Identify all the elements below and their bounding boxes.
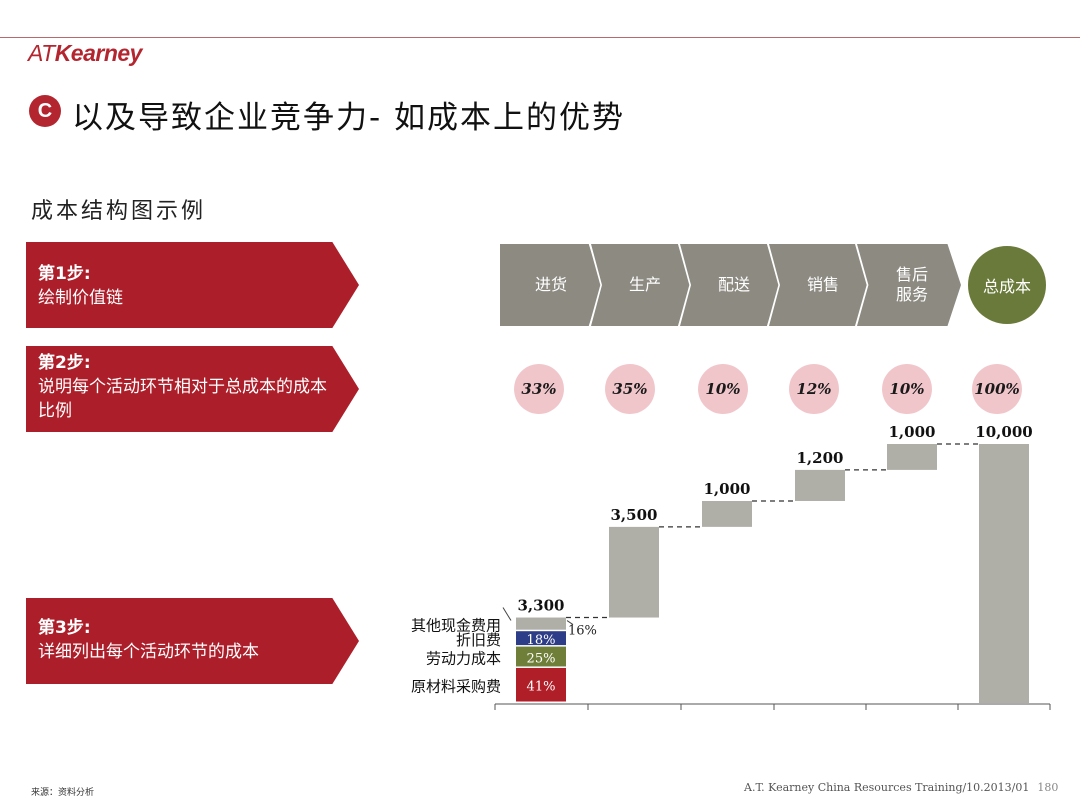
step-1-desc: 绘制价值链 xyxy=(38,288,123,308)
step-2-banner: 第2步: 说明每个活动环节相对于总成本的成本比例 xyxy=(26,346,359,432)
pct-circle-purchasing: 33% xyxy=(514,364,564,414)
waterfall-value-label-4: 1,000 xyxy=(889,423,936,441)
waterfall-value-label-5: 10,000 xyxy=(975,423,1032,441)
footer: A.T. Kearney China Resources Training/10… xyxy=(744,781,1058,794)
breakdown-pct-label-3: 16% xyxy=(568,623,597,638)
pct-circle-distribution: 10% xyxy=(698,364,748,414)
breakdown-category-label-1: 劳动力成本 xyxy=(426,649,501,667)
value-chain-step-purchasing: 进货 xyxy=(500,244,602,326)
source-note: 来源：资料分析 xyxy=(31,788,95,798)
breakdown-pct-label-0: 41% xyxy=(527,679,556,694)
waterfall-bar-5 xyxy=(979,444,1029,703)
waterfall-bar-4 xyxy=(887,444,937,470)
waterfall-bar-2 xyxy=(702,500,752,527)
breakdown-segment-3 xyxy=(516,617,566,630)
breakdown-category-label-2: 折旧费 xyxy=(456,631,501,649)
waterfall-bar-3 xyxy=(795,469,845,501)
value-chain-step-production: 生产 xyxy=(591,244,691,326)
breakdown-pct-leader xyxy=(566,620,574,625)
breakdown-category-label-0: 原材料采购费 xyxy=(411,677,501,695)
breakdown-segment-1 xyxy=(516,646,566,667)
pct-circle-sales: 12% xyxy=(789,364,839,414)
header-divider xyxy=(0,37,1080,38)
breakdown-category-label-3: 其他现金费用 xyxy=(411,616,501,634)
step-1-title: 第1步: xyxy=(38,264,91,284)
waterfall-bar-1 xyxy=(609,526,659,618)
section-badge: C xyxy=(29,95,61,127)
step-2-title: 第2步: xyxy=(38,353,91,373)
waterfall-value-label-0: 3,300 xyxy=(518,597,565,615)
value-chain-step-after-sales: 售后 服务 xyxy=(857,244,961,326)
pct-circle-total: 100% xyxy=(972,364,1022,414)
company-logo: ATKearney xyxy=(28,40,142,66)
step-3-title: 第3步: xyxy=(38,618,91,638)
value-chain-step-sales: 销售 xyxy=(769,244,869,326)
step-2-desc: 说明每个活动环节相对于总成本的成本比例 xyxy=(38,377,327,421)
pct-circle-production: 35% xyxy=(605,364,655,414)
footer-text: A.T. Kearney China Resources Training/10… xyxy=(744,781,1030,794)
page-title: 以及导致企业竞争力- 如成本上的优势 xyxy=(72,100,626,136)
page-number: 180 xyxy=(1037,781,1059,794)
breakdown-pct-label-1: 25% xyxy=(527,651,556,666)
waterfall-value-label-3: 1,200 xyxy=(797,449,844,467)
breakdown-pct-label-2: 18% xyxy=(527,633,556,648)
step-3-banner: 第3步: 详细列出每个活动环节的成本 xyxy=(26,598,359,684)
waterfall-value-label-1: 3,500 xyxy=(611,506,658,524)
waterfall-value-label-2: 1,000 xyxy=(704,480,751,498)
breakdown-segment-0 xyxy=(516,667,566,702)
pct-circle-after-sales: 10% xyxy=(882,364,932,414)
value-chain-step-distribution: 配送 xyxy=(680,244,780,326)
step-3-desc: 详细列出每个活动环节的成本 xyxy=(38,642,259,662)
step-1-banner: 第1步: 绘制价值链 xyxy=(26,242,359,328)
total-cost-circle: 总成本 xyxy=(968,246,1046,324)
page-subtitle: 成本结构图示例 xyxy=(31,199,207,224)
breakdown-label-leader xyxy=(502,607,512,621)
breakdown-segment-2 xyxy=(516,631,566,646)
